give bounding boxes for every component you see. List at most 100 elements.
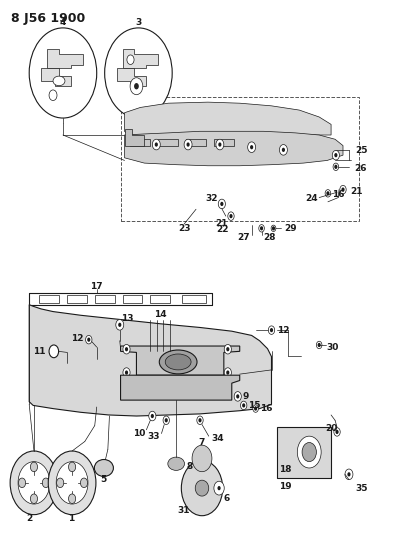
Bar [155,330,160,343]
Circle shape [268,326,275,334]
Polygon shape [214,139,234,146]
Bar [182,295,206,303]
Bar [168,330,172,343]
Bar [161,330,166,343]
Ellipse shape [94,459,114,477]
Circle shape [49,345,58,358]
Circle shape [229,214,232,218]
Circle shape [49,90,57,101]
Text: 13: 13 [121,314,134,323]
Circle shape [125,347,128,351]
Circle shape [18,462,50,504]
Text: 8 J56 1900: 8 J56 1900 [11,12,86,25]
Text: 31: 31 [177,506,190,515]
Circle shape [220,202,224,206]
Circle shape [228,212,234,220]
Circle shape [123,368,130,377]
Polygon shape [124,128,144,146]
Circle shape [224,344,231,354]
Circle shape [30,494,38,504]
Polygon shape [130,139,150,146]
Circle shape [297,436,321,468]
Circle shape [347,472,350,477]
Text: 11: 11 [32,347,45,356]
Text: 17: 17 [90,282,103,291]
Circle shape [226,347,229,351]
Bar [95,295,114,303]
Circle shape [149,411,156,421]
Text: 12: 12 [71,334,84,343]
Text: 35: 35 [355,483,368,492]
Circle shape [242,403,245,408]
Circle shape [181,461,223,516]
Circle shape [333,163,339,171]
Polygon shape [120,375,240,400]
Circle shape [260,226,263,230]
Circle shape [218,486,221,490]
Circle shape [336,430,339,434]
Circle shape [127,55,134,64]
Circle shape [29,28,97,118]
Text: 22: 22 [216,225,229,234]
Circle shape [152,139,160,150]
Text: 29: 29 [284,224,297,233]
Text: 6: 6 [224,494,230,503]
Circle shape [334,427,340,436]
Circle shape [42,478,50,488]
Bar [120,97,359,221]
Circle shape [253,405,258,413]
Circle shape [18,478,26,488]
Circle shape [116,319,124,330]
Text: 20: 20 [325,424,338,433]
Circle shape [234,392,241,401]
Bar [278,427,331,478]
Polygon shape [47,49,83,68]
Circle shape [198,418,202,422]
Circle shape [10,451,58,515]
Circle shape [340,185,346,194]
Text: 24: 24 [306,194,318,203]
Circle shape [163,416,170,424]
Polygon shape [29,305,272,416]
Circle shape [57,478,64,488]
Text: 34: 34 [211,434,224,443]
Circle shape [68,494,76,504]
Bar [67,295,87,303]
Circle shape [68,462,76,472]
Text: 16: 16 [332,190,344,199]
Circle shape [254,407,257,411]
Text: 14: 14 [154,310,166,319]
Circle shape [236,394,239,399]
Text: 9: 9 [243,392,249,401]
Circle shape [134,83,139,90]
Circle shape [125,370,128,375]
Circle shape [56,462,88,504]
Text: 1: 1 [68,514,74,523]
Circle shape [184,139,192,150]
Circle shape [226,370,229,375]
Ellipse shape [195,480,209,496]
Circle shape [280,144,287,155]
Circle shape [334,153,338,157]
Text: 5: 5 [101,475,107,484]
Polygon shape [122,49,158,68]
Polygon shape [186,139,206,146]
Text: 15: 15 [248,401,261,410]
Circle shape [325,190,331,197]
Circle shape [218,199,226,209]
Circle shape [318,343,321,347]
Circle shape [86,335,92,344]
Circle shape [302,442,316,462]
Text: 28: 28 [264,233,276,242]
Circle shape [248,142,256,152]
Polygon shape [120,346,240,375]
Circle shape [334,165,338,169]
Ellipse shape [168,457,184,470]
Circle shape [165,418,168,422]
Circle shape [214,481,224,495]
Circle shape [30,462,38,472]
Circle shape [123,344,130,354]
Circle shape [271,225,276,231]
Circle shape [270,328,273,332]
Bar [150,295,170,303]
